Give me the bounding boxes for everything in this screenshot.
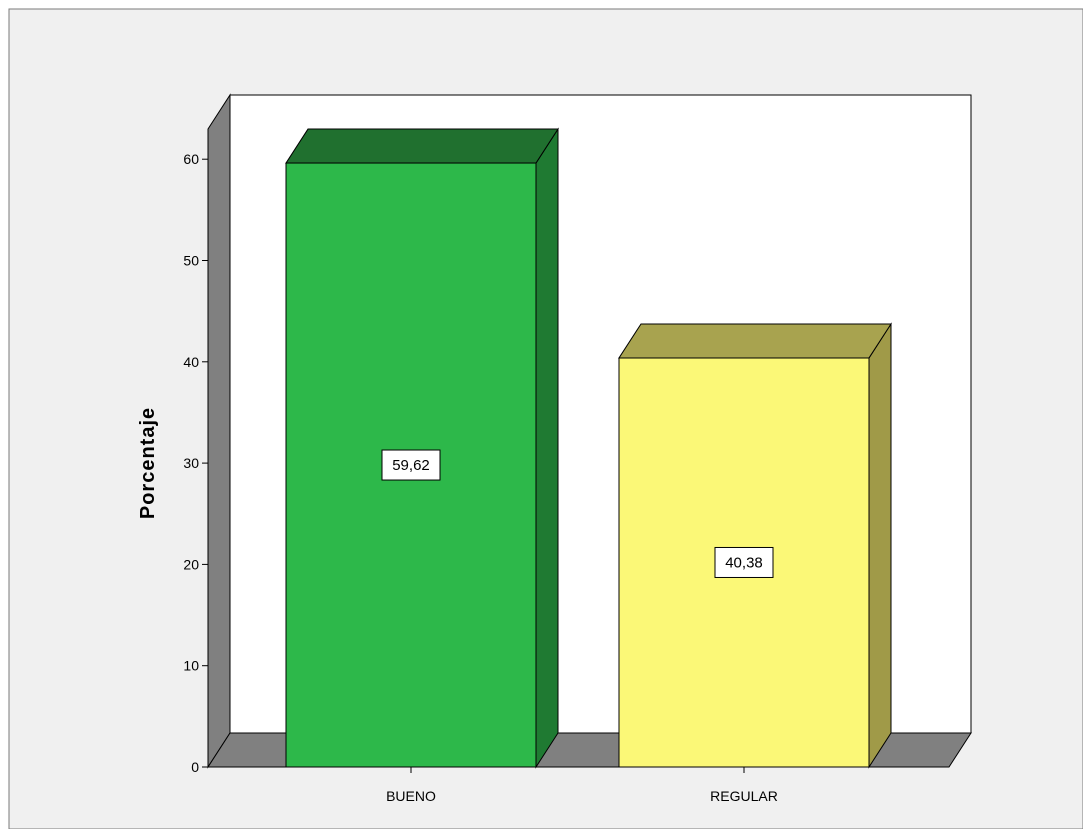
y-axis-label: Porcentaje <box>137 407 159 519</box>
y-tick-label: 0 <box>191 759 199 775</box>
bar <box>285 127 559 769</box>
y-tick-label: 20 <box>183 556 199 572</box>
y-tick-label: 10 <box>183 658 199 674</box>
y-tick-label: 40 <box>183 354 199 370</box>
bar-top <box>285 128 559 164</box>
y-tick-label: 50 <box>183 253 199 269</box>
y-tick-label: 60 <box>183 151 199 167</box>
bar-top <box>618 323 892 359</box>
data-label-box <box>714 546 774 578</box>
data-labels: 59,62 40,38 <box>381 449 774 578</box>
y-tick-label: 30 <box>183 455 199 471</box>
bar-side <box>868 322 892 769</box>
data-label-text: 40,38 <box>725 554 763 571</box>
x-axis: BUENO REGULAR <box>386 767 778 804</box>
data-label-text: 59,62 <box>392 457 430 474</box>
y-axis: 0 10 20 30 40 50 60 <box>183 151 208 775</box>
bar-side <box>535 127 559 769</box>
data-label: 59,62 <box>381 449 441 481</box>
left-wall <box>207 93 231 769</box>
category-label: BUENO <box>386 788 436 804</box>
bar <box>618 322 892 769</box>
data-label-box <box>381 449 441 481</box>
category-label: REGULAR <box>710 788 778 804</box>
data-label: 40,38 <box>714 546 774 578</box>
